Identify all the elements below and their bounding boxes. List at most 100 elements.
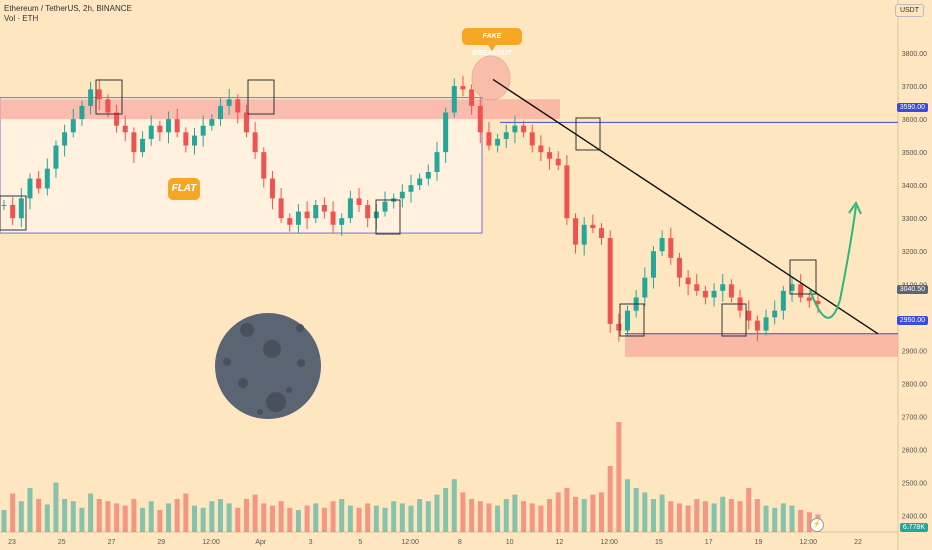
volume-bar [287,507,293,532]
candle-body [624,310,630,331]
candle-body [642,277,648,298]
volume-bar [192,505,198,532]
candle-body [547,152,553,159]
volume-bar [18,501,24,532]
candle-body [131,132,137,153]
volume-bar [746,488,752,532]
volume-bar [382,507,388,532]
highlight-box [789,259,817,295]
moon-crater [263,340,281,358]
volume-bar [573,496,579,532]
moon-crater [296,324,304,332]
volume-bar [486,503,492,532]
candle-body [79,105,85,120]
candle-body [616,323,622,331]
candle-body [477,105,483,133]
moon-crater [266,392,286,412]
candle-body [746,310,752,321]
volume-bar [243,499,249,532]
moon-crater [297,359,305,367]
candle-body [1,204,7,206]
current-price-badge: 3040.50 [896,285,928,294]
volume-bar [53,482,59,532]
volume-bar [772,507,778,532]
volume-bar [321,507,327,532]
volume-bar [806,512,812,532]
x-tick-label: 27 [108,539,116,546]
volume-bar [27,488,33,532]
candle-body [754,320,760,331]
x-tick-label: 23 [8,539,16,546]
candle-body [451,86,457,113]
candle-body [88,89,94,106]
volume-bar [616,422,622,532]
volume-bar [79,507,85,532]
candle-body [287,218,293,225]
volume-bar [443,488,449,532]
x-tick-label: 29 [157,539,165,546]
volume-bar [607,466,613,532]
candle-body [243,112,249,133]
volume-bar [590,494,596,532]
candle-body [174,119,180,133]
candle-body [780,290,786,311]
candle-body [408,185,414,192]
candle-body [798,284,804,298]
tradingview-logo-icon[interactable]: ⚡ [810,518,824,532]
candle-body [581,224,587,245]
candle-body [114,112,120,126]
volume-bar [503,499,509,532]
volume-bar [555,492,561,532]
x-tick-label: 22 [854,539,862,546]
volume-bar [235,507,241,532]
volume-bar [278,501,284,532]
volume-bar [174,499,180,532]
volume-bar [425,501,431,532]
currency-badge[interactable]: USDT [894,4,924,17]
y-tick-label: 2900.00 [902,348,927,355]
candle-body [815,300,821,305]
volume-bar [339,499,345,532]
highlight-box [247,79,275,115]
highlight-box [619,303,645,337]
volume-bar [96,499,102,532]
flat-annotation: FLAT [168,178,200,200]
moon-crater [286,387,292,393]
volume-bar [659,494,665,532]
volume-bar [521,501,527,532]
fake-breakout-circle [471,55,511,101]
volume-bar [477,501,483,532]
candle-body [53,145,59,169]
chart-header: Ethereum / TetherUS, 2h, BINANCE Vol · E… [4,4,132,24]
volume-bar [676,503,682,532]
candle-body [702,290,708,298]
candle-body [70,119,76,133]
volume-bar [70,501,76,532]
volume-bar [304,505,310,532]
candle-body [538,145,544,153]
x-tick-label: 5 [358,539,362,546]
candle-body [495,138,501,146]
candle-body [555,158,561,166]
volume-bar [391,501,397,532]
candle-body [356,198,362,205]
y-tick-label: 2700.00 [902,414,927,421]
candle-body [763,317,769,331]
volume-bar [36,499,42,532]
candle-body [235,99,241,113]
volume-bar [269,505,275,532]
volume-bar [460,492,466,532]
candle-body [806,297,812,301]
volume-bar [685,505,691,532]
candle-body [720,284,726,291]
volume-bar [252,494,258,532]
x-tick-label: Apr [255,539,267,546]
volume-bar [702,501,708,532]
volume-bar [763,505,769,532]
volume-bar [728,499,734,532]
level-2950-badge: 2950.00 [896,316,928,325]
candle-body [304,211,310,219]
volume-bar [365,503,371,532]
